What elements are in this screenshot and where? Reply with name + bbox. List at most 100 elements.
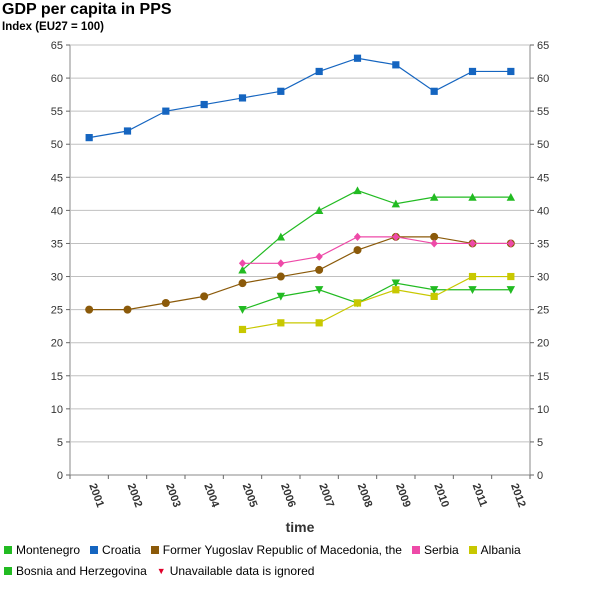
data-point-montenegro (238, 265, 247, 274)
data-point-former-yugoslav-republic-of-macedonia-the (315, 265, 324, 274)
data-point-albania (430, 292, 438, 300)
legend-swatch-macedonia (150, 546, 159, 554)
legend-item-macedonia[interactable]: Former Yugoslav Republic of Macedonia, t… (150, 543, 402, 557)
x-tick-label: 2006 (278, 482, 298, 509)
y-tick-label: 55 (51, 106, 63, 118)
legend-item-croatia[interactable]: Croatia (90, 543, 141, 557)
y-tick-label-right: 5 (537, 437, 543, 449)
legend-label-macedonia: Former Yugoslav Republic of Macedonia, t… (162, 543, 402, 557)
data-point-croatia (315, 67, 323, 76)
series-montenegro (238, 186, 516, 274)
data-point-albania (392, 286, 400, 294)
data-point-montenegro (276, 232, 286, 241)
y-tick-label-right: 60 (537, 73, 549, 85)
y-tick-label: 15 (51, 371, 63, 383)
y-tick-label: 45 (51, 172, 63, 184)
data-point-croatia (392, 61, 400, 69)
y-tick-label: 35 (51, 238, 63, 250)
data-point-montenegro (353, 186, 362, 195)
y-tick-label-right: 65 (537, 40, 549, 52)
x-tick-label: 2005 (240, 482, 260, 509)
data-point-former-yugoslav-republic-of-macedonia-the (276, 272, 285, 281)
y-tick-label: 60 (51, 73, 63, 85)
legend-item-montenegro[interactable]: Montenegro (4, 543, 80, 557)
series-albania (238, 272, 515, 334)
series-line-montenegro (242, 189, 511, 271)
y-tick-label-right: 40 (537, 205, 549, 217)
data-point-croatia (277, 87, 285, 95)
series-line-albania (242, 275, 511, 331)
y-tick-label-right: 50 (537, 139, 549, 151)
legend-swatch-croatia (90, 546, 99, 554)
data-point-albania (507, 272, 515, 281)
x-tick-label: 2001 (86, 482, 106, 509)
data-point-bosnia-and-herzegovina (468, 286, 477, 294)
y-tick-label-right: 20 (537, 338, 549, 350)
data-point-montenegro (468, 192, 477, 201)
series-line-serbia (242, 236, 511, 264)
y-tick-label: 30 (51, 272, 63, 284)
y-tick-label-right: 55 (537, 106, 549, 118)
data-point-serbia (315, 252, 323, 261)
data-point-montenegro (314, 206, 324, 214)
data-point-albania (468, 272, 477, 281)
series-line-bosnia-and-herzegovina (242, 282, 511, 311)
data-point-albania (238, 325, 247, 334)
unavailable-data-marker-icon: ▼ (156, 566, 166, 576)
legend-label-bosnia: Bosnia and Herzegovina (16, 564, 147, 578)
y-tick-label: 25 (51, 305, 63, 317)
legend-item-albania[interactable]: Albania (468, 543, 521, 557)
data-point-montenegro (429, 192, 439, 201)
data-point-albania (315, 319, 323, 327)
data-point-croatia (353, 54, 362, 62)
data-point-croatia (123, 127, 132, 135)
y-tick-label-right: 35 (537, 238, 549, 250)
data-point-former-yugoslav-republic-of-macedonia-the (238, 279, 247, 288)
legend-swatch-serbia (411, 546, 420, 554)
x-tick-label: 2011 (470, 482, 489, 509)
x-tick-label: 2008 (355, 482, 375, 509)
legend-label-albania: Albania (480, 543, 521, 557)
y-tick-label: 65 (51, 40, 63, 52)
data-point-croatia (200, 100, 208, 109)
data-point-bosnia-and-herzegovina (314, 286, 324, 294)
legend-item-bosnia[interactable]: Bosnia and Herzegovina (4, 564, 147, 578)
y-tick-label-right: 10 (537, 404, 549, 416)
data-point-former-yugoslav-republic-of-macedonia-the (123, 305, 132, 314)
legend-item-serbia[interactable]: Serbia (411, 543, 459, 557)
data-point-croatia (238, 94, 247, 102)
legend-label-serbia: Serbia (423, 543, 459, 557)
legend-label-montenegro: Montenegro (16, 543, 81, 557)
data-point-albania (277, 319, 285, 327)
series-former-yugoslav-republic-of-macedonia-the (85, 232, 515, 314)
legend-swatch-montenegro (4, 546, 12, 554)
y-tick-label: 5 (57, 437, 63, 449)
data-point-bosnia-and-herzegovina (391, 279, 401, 288)
legend-label-croatia: Croatia (102, 543, 141, 557)
y-tick-label-right: 15 (537, 371, 549, 383)
y-tick-label-right: 30 (537, 272, 549, 284)
y-tick-label: 50 (51, 139, 63, 151)
data-point-bosnia-and-herzegovina (276, 292, 286, 301)
legend-row-2: Bosnia and Herzegovina ▼ Unavailable dat… (4, 564, 324, 578)
data-point-bosnia-and-herzegovina (238, 306, 247, 314)
x-tick-label: 2004 (201, 482, 221, 510)
data-point-bosnia-and-herzegovina (506, 286, 516, 294)
series-croatia (85, 54, 515, 142)
legend-swatch-bosnia (4, 567, 12, 575)
data-point-albania (353, 299, 362, 307)
y-tick-label: 40 (51, 205, 63, 217)
data-point-former-yugoslav-republic-of-macedonia-the (200, 292, 209, 301)
x-axis-label: time (286, 519, 315, 535)
data-point-serbia (353, 232, 362, 241)
series-bosnia-and-herzegovina (238, 279, 516, 314)
data-point-croatia (85, 134, 93, 142)
data-point-croatia (430, 87, 438, 95)
x-tick-label: 2003 (163, 482, 183, 509)
data-point-croatia (162, 107, 170, 115)
y-tick-label: 10 (51, 404, 63, 416)
x-tick-label: 2009 (393, 482, 413, 509)
data-point-serbia (277, 259, 285, 268)
data-point-montenegro (506, 192, 516, 201)
